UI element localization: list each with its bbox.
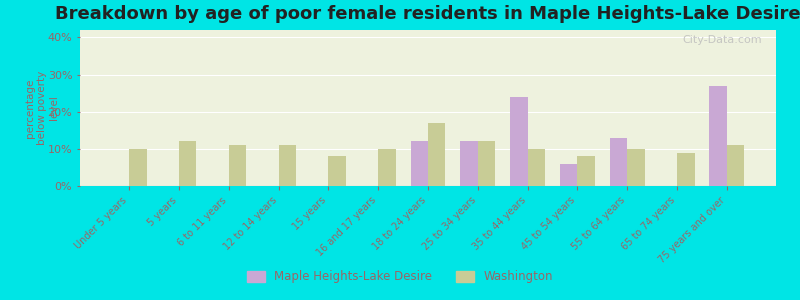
Y-axis label: percentage
below poverty
level: percentage below poverty level: [26, 71, 58, 145]
Bar: [578, 156, 595, 186]
Bar: [278, 145, 296, 186]
Legend: Maple Heights-Lake Desire, Washington: Maple Heights-Lake Desire, Washington: [242, 266, 558, 288]
Bar: [710, 86, 727, 186]
Bar: [460, 141, 478, 186]
Bar: [378, 149, 396, 186]
Bar: [610, 138, 627, 186]
Bar: [410, 141, 428, 186]
Title: Breakdown by age of poor female residents in Maple Heights-Lake Desire: Breakdown by age of poor female resident…: [55, 5, 800, 23]
Text: City-Data.com: City-Data.com: [682, 35, 762, 45]
Bar: [129, 149, 146, 186]
Bar: [528, 149, 545, 186]
Bar: [677, 153, 694, 186]
Bar: [428, 123, 446, 186]
Bar: [627, 149, 645, 186]
Bar: [510, 97, 528, 186]
Bar: [727, 145, 744, 186]
Bar: [560, 164, 578, 186]
Bar: [478, 141, 495, 186]
Bar: [328, 156, 346, 186]
Bar: [179, 141, 196, 186]
Bar: [229, 145, 246, 186]
